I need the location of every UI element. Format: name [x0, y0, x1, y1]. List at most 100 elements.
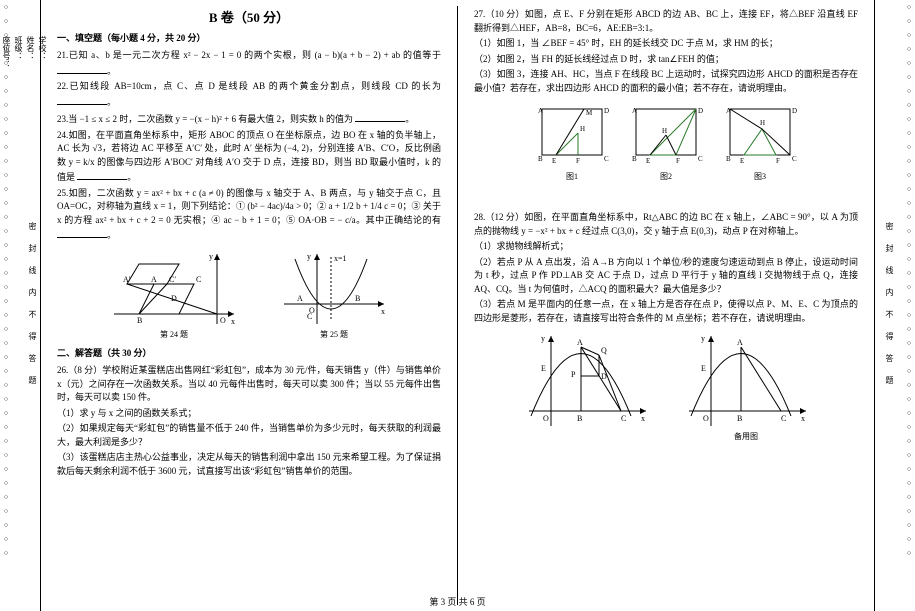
figures-28: x y O E A P D Q B C x y O: [474, 331, 858, 443]
figure-28-main: x y O E A P D Q B C: [521, 331, 651, 443]
figure-24: x y O A′ C′ B A C D 第 24 题: [109, 249, 239, 341]
figure-27-2: A D B C E F H 图2: [626, 101, 706, 183]
svg-text:H: H: [662, 127, 667, 135]
fig27-3-caption: 图3: [720, 171, 800, 183]
q25: 25.如图，二次函数 y = ax² + bx + c (a ≠ 0) 的图像与…: [57, 187, 441, 243]
svg-text:y: y: [307, 252, 311, 261]
q27-2: （2）如图 2，当 FH 的延长线经过点 D 时，求 tan∠FEH 的值；: [474, 53, 858, 67]
column-left: B 卷（50 分） 一、填空题（每小题 4 分，共 20 分） 21.已知 a、…: [41, 0, 457, 611]
svg-text:C: C: [604, 155, 609, 163]
svg-text:A: A: [151, 275, 157, 284]
figure-27-3: ADBC EFH 图3: [720, 101, 800, 183]
svg-text:A′: A′: [123, 275, 131, 284]
svg-text:B: B: [632, 155, 637, 163]
svg-text:D: D: [171, 294, 177, 303]
figure-28-spare: xyO EA BC 备用图: [681, 331, 811, 443]
label-seat: 座位号：: [0, 36, 12, 444]
svg-text:B: B: [137, 316, 142, 325]
svg-text:O: O: [703, 414, 709, 423]
svg-text:P: P: [571, 370, 576, 379]
svg-text:C: C: [621, 414, 626, 423]
svg-text:B: B: [726, 155, 731, 163]
svg-text:E: E: [740, 157, 744, 165]
fig27-2-caption: 图2: [626, 171, 706, 183]
svg-text:A: A: [737, 338, 743, 347]
blank-24: [77, 169, 127, 180]
svg-text:M: M: [586, 109, 593, 117]
q27-3: （3）如图 3，连接 AH、HC，当点 F 在线段 BC 上运动时，试探究四边形…: [474, 68, 858, 95]
q28-2: （2）若点 P 从 A 点出发，沿 A→B 方向以 1 个单位/秒的速度匀速运动…: [474, 256, 858, 297]
svg-text:H: H: [760, 119, 765, 127]
q22: 22.已知线段 AB=10cm，点 C、点 D 是线段 AB 的两个黄金分割点，…: [57, 80, 441, 109]
svg-text:B: B: [538, 155, 543, 163]
blank-25: [57, 227, 107, 238]
svg-text:O: O: [220, 316, 226, 325]
svg-text:C: C: [698, 155, 703, 163]
svg-text:D: D: [604, 107, 609, 115]
svg-text:y: y: [209, 252, 213, 261]
svg-text:A: A: [538, 107, 543, 115]
figure-27-1: ADBC EFHM 图1: [532, 101, 612, 183]
svg-text:C: C: [196, 275, 201, 284]
svg-text:D: D: [601, 372, 607, 381]
svg-text:O: O: [543, 414, 549, 423]
svg-text:E: E: [646, 157, 650, 165]
svg-text:A: A: [632, 107, 637, 115]
svg-text:y: y: [701, 334, 705, 343]
seal-line-text-right: 密 封 线 内 不 得 答 题: [877, 0, 895, 611]
q26-head: 26.（8 分）学校附近某蛋糕店出售网红“彩虹包”，成本为 30 元/件，每天销…: [57, 364, 441, 405]
svg-text:x: x: [381, 307, 385, 316]
blank-23: [355, 111, 405, 122]
q21: 21.已知 a、b 是一元二次方程 x² − 2x − 1 = 0 的两个实根，…: [57, 49, 441, 78]
svg-text:x: x: [801, 414, 805, 423]
figure-25: xy O x=1 AB C 第 25 题: [279, 249, 389, 341]
svg-text:C: C: [307, 312, 312, 321]
svg-text:A: A: [577, 338, 583, 347]
q26-3: （3）该蛋糕店店主热心公益事业，决定从每天的销售利润中拿出 150 元来希望工程…: [57, 451, 441, 478]
svg-text:A: A: [726, 107, 731, 115]
blank-21: [57, 63, 107, 74]
student-info-labels: 学校： 姓名： 班级： 座位号：: [0, 30, 48, 450]
svg-text:D: D: [792, 107, 797, 115]
label-school: 学校：: [36, 36, 48, 444]
q27-1: （1）如图 1，当 ∠BEF = 45° 时，EH 的延长线交 DC 于点 M，…: [474, 37, 858, 51]
svg-text:x: x: [641, 414, 645, 423]
q23: 23.当 −1 ≤ x ≤ 2 时，二次函数 y = −(x − h)² + 6…: [57, 111, 441, 127]
figure-24-caption: 第 24 题: [109, 329, 239, 341]
svg-text:D: D: [698, 107, 703, 115]
svg-text:B: B: [737, 414, 742, 423]
section-fill-heading: 一、填空题（每小题 4 分，共 20 分）: [57, 32, 441, 46]
svg-text:B: B: [577, 414, 582, 423]
svg-text:C: C: [792, 155, 797, 163]
dots-right: ○○○○○○○○○○○○○○○○○○○○○○○○○○○○○○○○○○○○○○○○: [905, 0, 913, 611]
q24: 24.如图，在平面直角坐标系中，矩形 ABOC 的顶点 O 在坐标原点，边 BO…: [57, 129, 441, 185]
svg-text:A: A: [297, 294, 303, 303]
svg-text:Q: Q: [601, 346, 607, 355]
svg-text:E: E: [541, 364, 546, 373]
svg-text:F: F: [576, 157, 580, 165]
svg-text:y: y: [541, 334, 545, 343]
column-right: 27.（10 分）如图，点 E、F 分别在矩形 ABCD 的边 AB、BC 上，…: [458, 0, 874, 611]
svg-text:C′: C′: [169, 275, 176, 284]
q28-head: 28.（12 分）如图，在平面直角坐标系中，Rt△ABC 的边 BC 在 x 轴…: [474, 211, 858, 238]
paper-b-title: B 卷（50 分）: [57, 8, 441, 28]
binding-margin-right: ○○○○○○○○○○○○○○○○○○○○○○○○○○○○○○○○○○○○○○○○…: [874, 0, 915, 611]
svg-text:C: C: [781, 414, 786, 423]
figure-25-caption: 第 25 题: [279, 329, 389, 341]
figures-24-25: x y O A′ C′ B A C D 第 24 题 x y: [57, 249, 441, 341]
q27-head: 27.（10 分）如图，点 E、F 分别在矩形 ABCD 的边 AB、BC 上，…: [474, 8, 858, 35]
q26-2: （2）如果规定每天“彩虹包”的销售量不低于 240 件，当销售单价为多少元时，每…: [57, 422, 441, 449]
svg-text:F: F: [676, 157, 680, 165]
blank-22: [57, 94, 107, 105]
svg-text:B: B: [355, 294, 360, 303]
svg-text:x=1: x=1: [334, 254, 347, 263]
fig27-1-caption: 图1: [532, 171, 612, 183]
figures-27: A D B C E F H M 图1 A D B C E F H 图2: [474, 101, 858, 183]
q28-3: （3）若点 M 是平面内的任意一点，在 x 轴上方是否存在点 P，使得以点 P、…: [474, 298, 858, 325]
binding-margin-left: ○○○○○○○○○○○○○○○○○○○○○○○○○○○○○○○○○○○○○○○○…: [0, 0, 41, 611]
svg-text:x: x: [231, 317, 235, 326]
svg-text:E: E: [552, 157, 556, 165]
section-solve-heading: 二、解答题（共 30 分）: [57, 347, 441, 361]
content-area: B 卷（50 分） 一、填空题（每小题 4 分，共 20 分） 21.已知 a、…: [41, 0, 874, 611]
q28-1: （1）求抛物线解析式；: [474, 240, 858, 254]
